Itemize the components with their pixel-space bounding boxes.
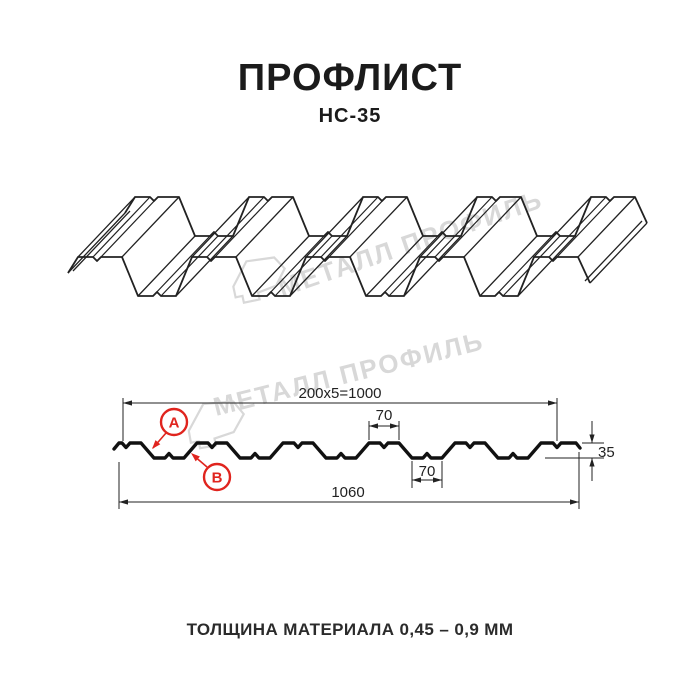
- dimension-top-flange: [368, 421, 400, 440]
- callout-b: B: [191, 453, 232, 492]
- callout-a-letter: A: [169, 415, 180, 432]
- thickness-note: ТОЛЩИНА МАТЕРИАЛА 0,45 – 0,9 ММ: [186, 620, 514, 639]
- cross-section-diagram: 200x5=1000 70 70 35 1060 A: [112, 385, 615, 509]
- sheet-3d-drawing: [67, 196, 648, 297]
- dimension-module-pitch: [122, 398, 558, 441]
- profile-model-label: НС-35: [318, 104, 382, 127]
- page-header: ПРОФЛИСТ НС-35: [0, 57, 700, 128]
- dimension-bottom-flange: [411, 461, 443, 488]
- cross-section-profile-line: [112, 441, 582, 460]
- watermark-text: МЕТАЛЛ ПРОФИЛЬ: [210, 326, 487, 422]
- dimension-height-value: 35: [598, 444, 615, 461]
- dimension-total-width: [118, 452, 580, 509]
- dimension-total-width-value: 1060: [331, 484, 364, 501]
- dimension-module-pitch-value: 200x5=1000: [299, 385, 382, 402]
- dimension-top-flange-value: 70: [376, 407, 393, 424]
- watermark-logo-icon: [232, 256, 287, 305]
- dimension-bottom-flange-value: 70: [419, 463, 436, 480]
- dimension-height: [545, 421, 604, 481]
- callout-b-letter: B: [212, 470, 223, 487]
- callout-a: A: [152, 407, 189, 449]
- page-title: ПРОФЛИСТ: [237, 57, 463, 99]
